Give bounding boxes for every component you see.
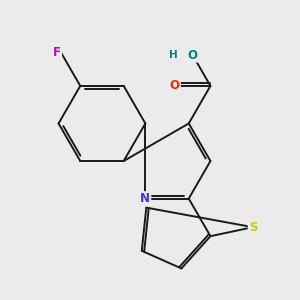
Text: S: S xyxy=(249,221,257,234)
Text: F: F xyxy=(53,46,61,59)
Text: H: H xyxy=(169,50,178,60)
Text: O: O xyxy=(170,80,180,92)
Text: N: N xyxy=(140,192,150,205)
Text: O: O xyxy=(188,49,198,62)
